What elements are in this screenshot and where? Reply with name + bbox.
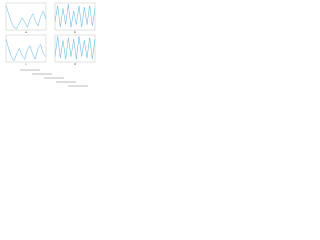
panel-label: d (74, 62, 76, 66)
data-line (5, 5, 47, 29)
data-line (5, 38, 47, 62)
data-line (54, 4, 96, 28)
plot-frame (54, 34, 96, 63)
panel-label: c (25, 62, 27, 66)
panel: d (54, 34, 96, 66)
page: {"chart_data": [ {"type": "line", "title… (0, 0, 100, 95)
plot-frame (54, 2, 96, 31)
panel: a (5, 2, 47, 34)
panel: c (5, 34, 47, 66)
figure: a b c d (5, 2, 96, 87)
step-diagram (20, 69, 88, 87)
panel-label: a (25, 30, 27, 34)
data-line (54, 36, 96, 60)
panel: b (54, 2, 96, 34)
plot-frame (5, 2, 47, 31)
plot-frame (5, 34, 47, 63)
panel-label: b (74, 30, 76, 34)
